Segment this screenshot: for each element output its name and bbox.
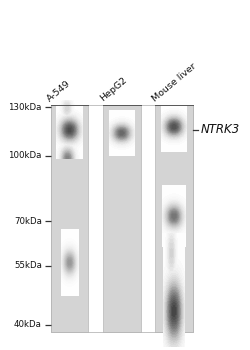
Bar (50, 105, 192, 332)
Bar (154, 105, 192, 332)
Text: 55kDa: 55kDa (14, 261, 42, 270)
Text: Mouse liver: Mouse liver (150, 61, 197, 103)
Text: A-549: A-549 (46, 78, 72, 103)
Text: 130kDa: 130kDa (8, 103, 42, 112)
Text: NTRK3: NTRK3 (200, 123, 239, 136)
Text: HepG2: HepG2 (98, 76, 128, 103)
Text: 40kDa: 40kDa (14, 320, 42, 329)
Bar (50, 105, 88, 332)
Text: 100kDa: 100kDa (8, 151, 42, 160)
Bar (102, 105, 140, 332)
Text: 70kDa: 70kDa (14, 217, 42, 226)
